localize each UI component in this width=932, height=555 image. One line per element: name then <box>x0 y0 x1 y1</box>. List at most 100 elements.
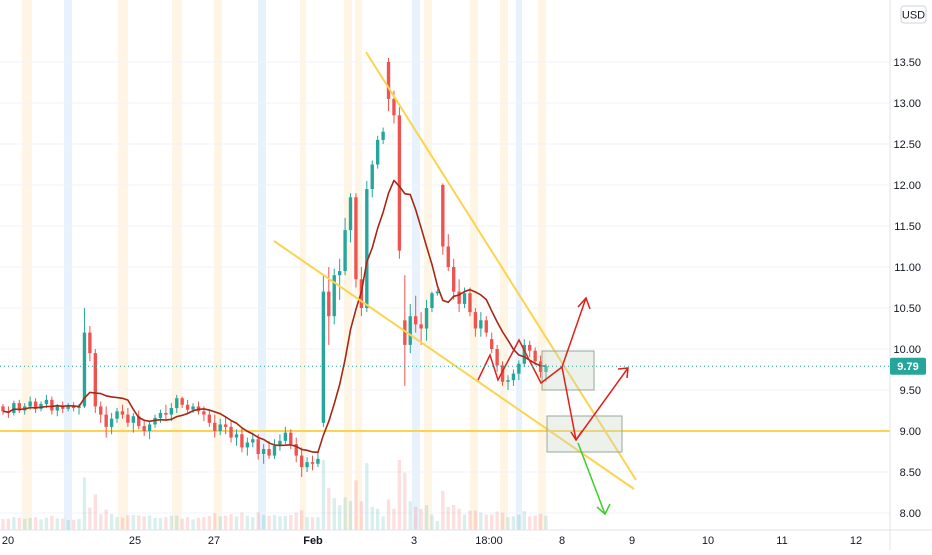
volume-bar <box>71 519 76 530</box>
volume-bar <box>473 510 478 530</box>
candle-body <box>370 164 374 190</box>
candle-body <box>147 424 152 431</box>
volume-bar <box>522 511 526 530</box>
candle-body <box>202 411 206 415</box>
price-tick-label: 8.50 <box>900 467 921 479</box>
session-band <box>516 0 522 530</box>
volume-bar <box>66 520 70 530</box>
candle-body <box>44 399 49 404</box>
ma-line <box>2 179 547 454</box>
projection-arrowhead-right <box>617 367 629 379</box>
drawings <box>0 51 890 516</box>
volume-bar <box>517 514 521 530</box>
candle-body <box>392 98 396 116</box>
volume-bar <box>495 511 499 530</box>
candle-body <box>441 185 445 247</box>
volume-bar <box>332 498 336 530</box>
volume-bar <box>294 512 298 530</box>
session-band <box>22 0 32 530</box>
volume-bar <box>327 487 331 530</box>
volume-bar <box>381 516 385 530</box>
volume-bar <box>283 516 288 530</box>
candle-body <box>256 439 260 454</box>
candle-body <box>375 139 380 165</box>
candle-body <box>109 418 114 427</box>
candle-body <box>115 411 119 419</box>
volume-bar <box>261 514 266 530</box>
time-tick-label: 11 <box>776 535 787 547</box>
volume-bar <box>462 514 467 530</box>
candle-body <box>1 406 5 412</box>
candle-body <box>223 424 228 427</box>
time-tick-label: 9 <box>629 535 635 547</box>
candle-body <box>251 439 255 443</box>
candle-body <box>327 291 331 317</box>
projection-arrowhead-green <box>596 503 611 516</box>
candle-body <box>337 271 342 276</box>
volume-bar <box>337 505 342 530</box>
time-tick-label: 18:00 <box>475 535 503 547</box>
candle-body <box>153 417 157 425</box>
session-band <box>258 0 266 530</box>
currency-badge[interactable] <box>900 5 927 24</box>
target-box-upper <box>541 350 595 391</box>
candle-body <box>479 320 483 329</box>
volume-bar <box>544 515 548 530</box>
candle-body <box>55 406 59 411</box>
volume-bar <box>207 516 212 530</box>
volume-bar <box>158 517 163 530</box>
candle-body <box>468 293 472 313</box>
moving-average <box>2 179 547 454</box>
candle-body <box>500 365 505 382</box>
last-price-value: 9.79 <box>897 361 918 373</box>
candle-body <box>137 416 141 427</box>
volume-bar <box>272 514 277 530</box>
candle-body <box>180 398 184 405</box>
candle-body <box>419 324 423 329</box>
volume-bar <box>299 510 304 530</box>
candle-body <box>289 432 293 445</box>
price-tick-label: 8.00 <box>900 508 921 520</box>
volume-bar <box>229 514 233 530</box>
volume-bar <box>343 497 347 530</box>
volume-bar <box>533 515 537 530</box>
time-tick-label: 3 <box>411 535 417 547</box>
candle-body <box>240 434 244 448</box>
projection-arrowhead-up <box>577 296 591 310</box>
volume-bar <box>511 516 516 530</box>
price-tick-label: 9.00 <box>900 426 921 438</box>
volume-bar <box>196 517 201 530</box>
volume-bar <box>82 477 87 530</box>
volume-bar <box>446 506 450 530</box>
time-tick-label: 27 <box>208 535 220 547</box>
time-axis: 20 25 27 Feb 3 18:00 8 9 10 11 12 <box>0 529 932 547</box>
volume-bar <box>348 501 353 530</box>
volume-bar <box>354 480 358 530</box>
candle-body <box>207 414 212 423</box>
volume-bar <box>500 512 505 530</box>
volume-bar <box>413 506 418 530</box>
volume-bar <box>397 460 402 530</box>
volume-bar <box>12 517 16 530</box>
volume-bar <box>267 515 271 530</box>
session-band <box>470 0 478 530</box>
volume-bar <box>392 508 396 530</box>
candle-body <box>511 373 516 381</box>
session-band <box>538 0 546 530</box>
time-tick-label: 8 <box>559 535 565 547</box>
price-tick-label: 12.50 <box>893 139 921 151</box>
candle-body <box>348 197 353 231</box>
candle-body <box>99 406 103 415</box>
projection-arrow-right <box>575 367 629 441</box>
session-band <box>424 0 432 530</box>
projection-arrowhead-down <box>570 430 583 442</box>
candle-body <box>61 406 65 409</box>
candle-body <box>446 246 450 267</box>
candle-body <box>310 462 315 464</box>
volume-bar <box>104 509 108 530</box>
session-band <box>412 0 420 530</box>
volume-bar <box>126 515 130 530</box>
volume-bar <box>164 517 168 530</box>
